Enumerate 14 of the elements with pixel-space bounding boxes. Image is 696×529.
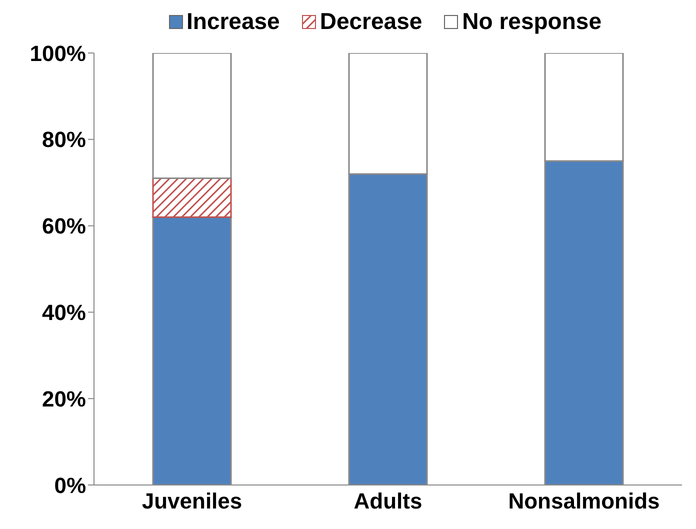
y-tick-label: 80% bbox=[42, 127, 86, 152]
x-tick-label: Nonsalmonids bbox=[508, 488, 660, 514]
legend-label: Increase bbox=[186, 8, 280, 35]
x-tick-label: Adults bbox=[354, 488, 422, 514]
legend-label: Decrease bbox=[320, 8, 422, 35]
y-tick-label: 60% bbox=[42, 214, 86, 239]
y-tick-label: 20% bbox=[42, 386, 86, 412]
x-tick-label: Juveniles bbox=[142, 488, 242, 514]
y-tick-label: 40% bbox=[42, 300, 86, 326]
bar bbox=[152, 178, 232, 218]
y-tick-label: 100% bbox=[30, 40, 86, 66]
bar bbox=[152, 53, 232, 180]
y-tick-label: 0% bbox=[54, 472, 86, 498]
series-label: No response bbox=[462, 8, 602, 35]
